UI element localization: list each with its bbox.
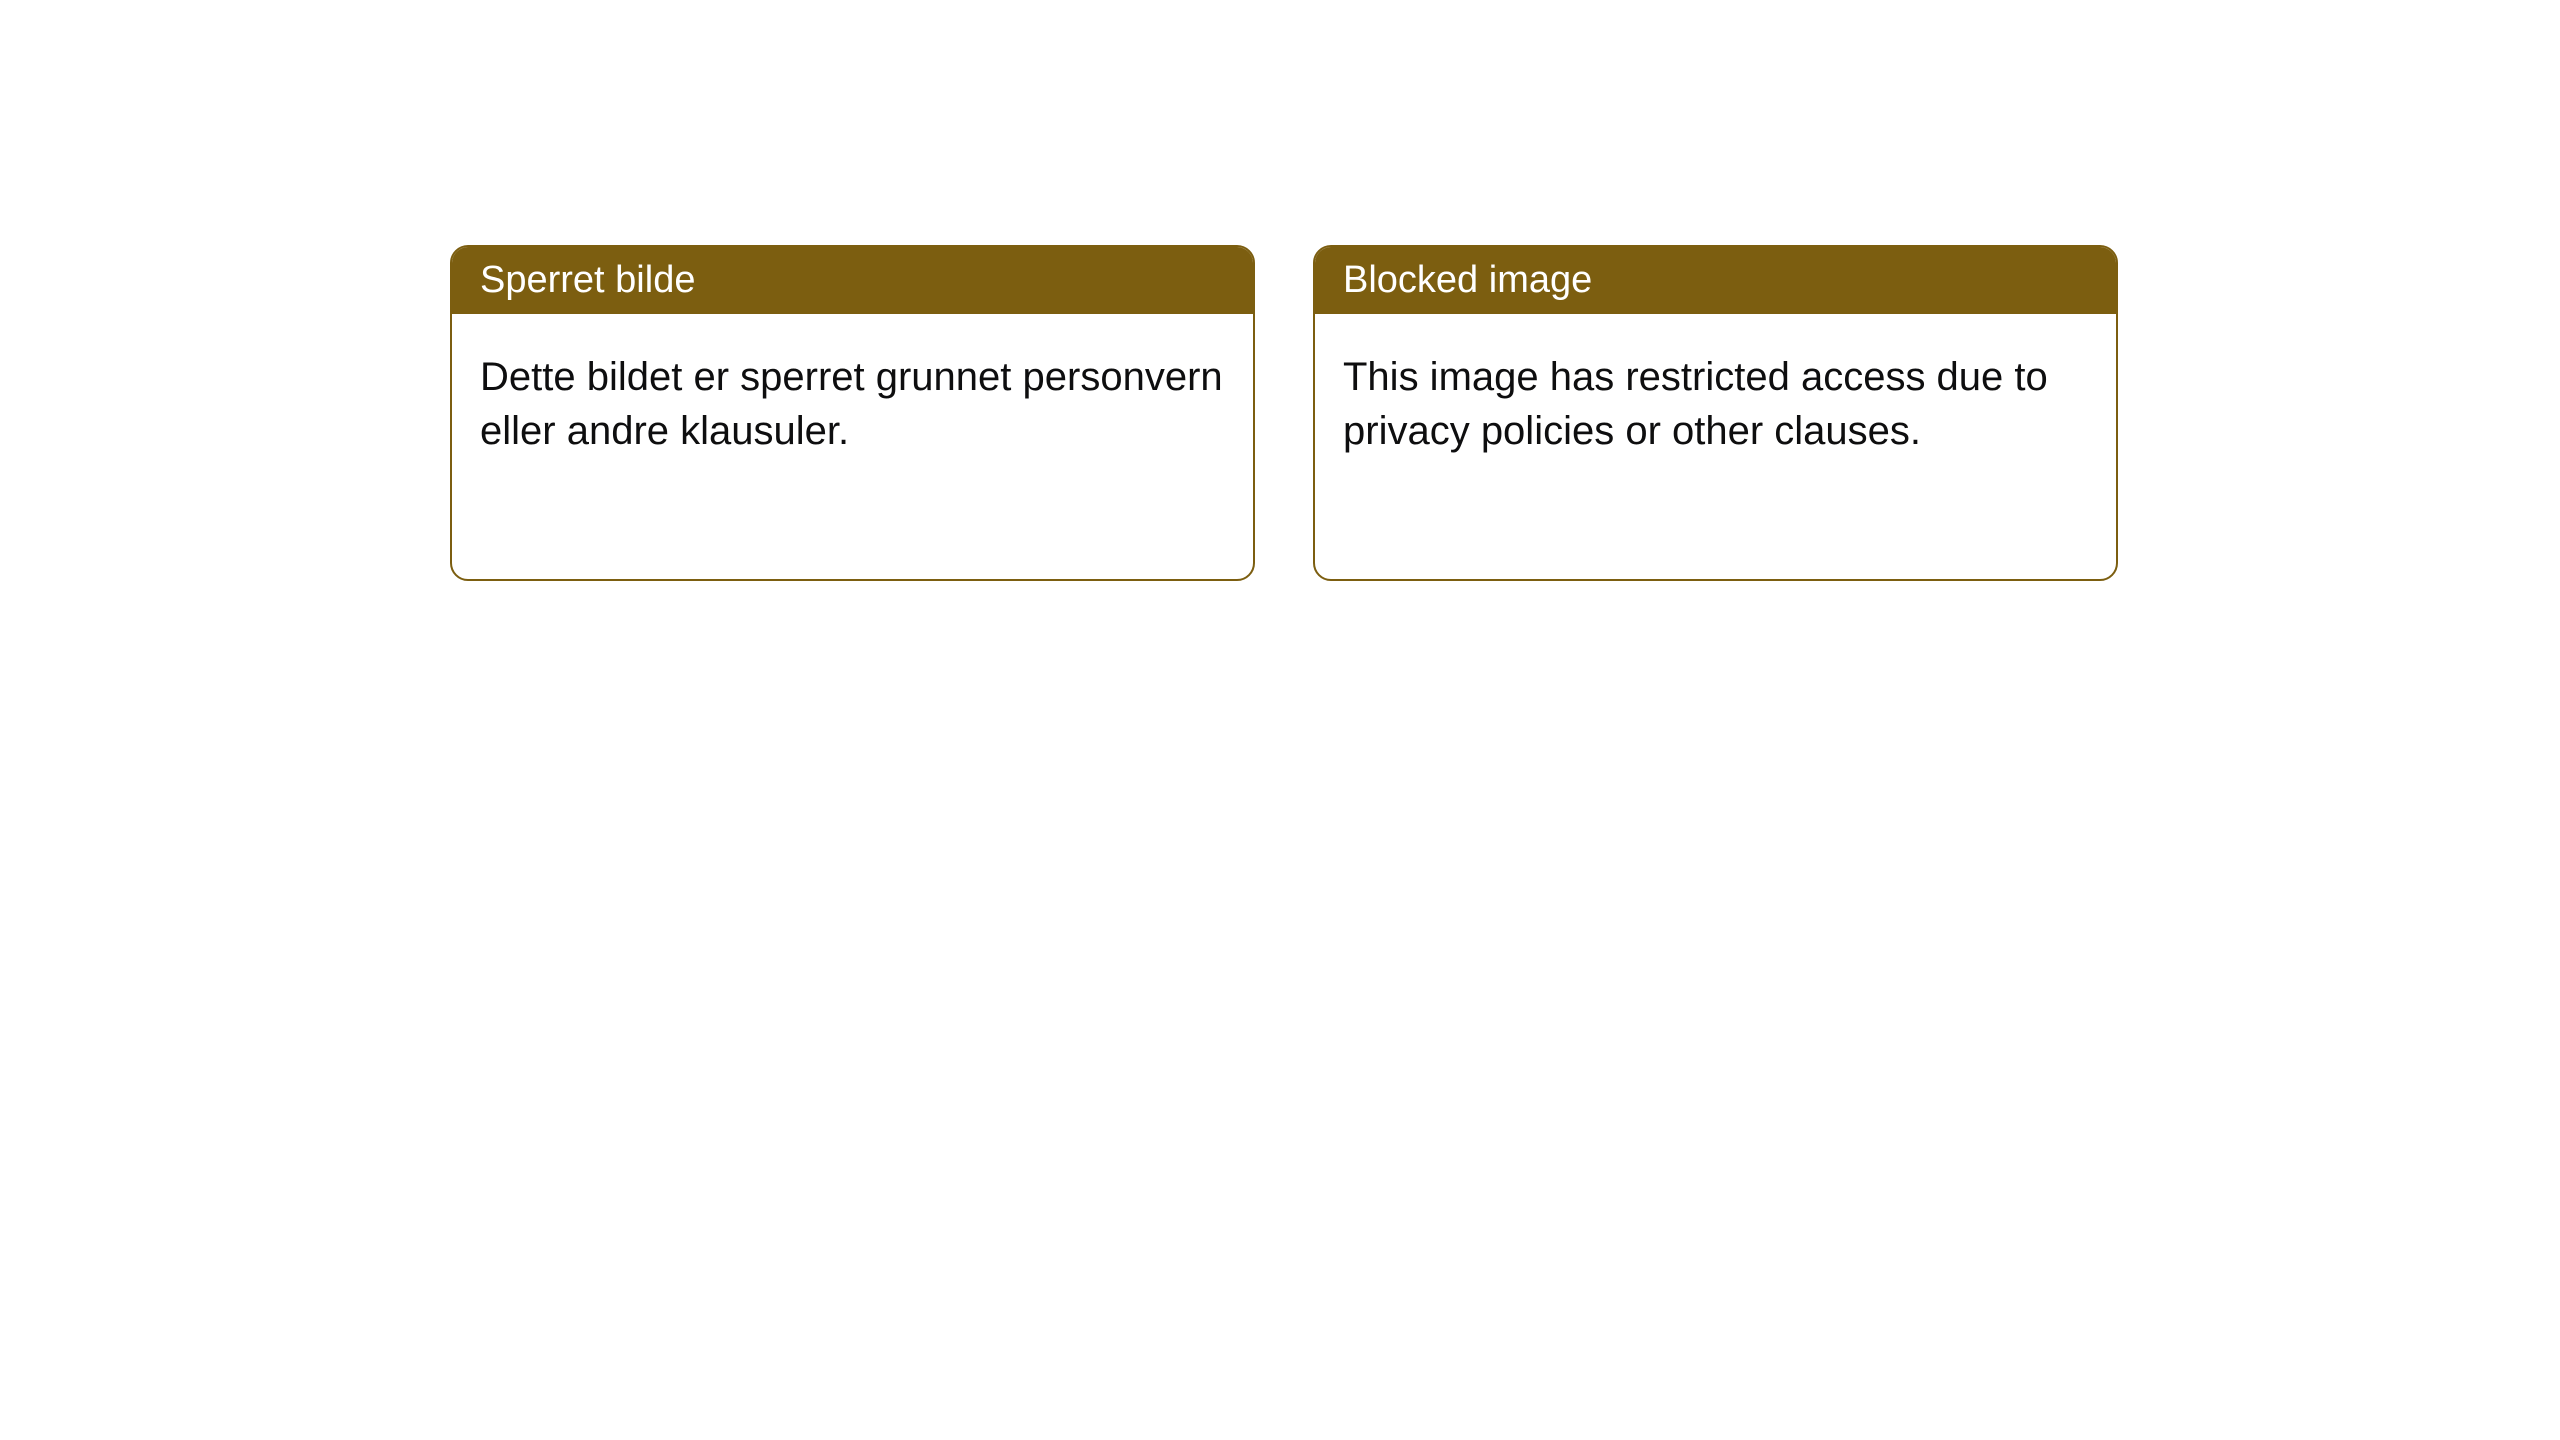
notice-card-english: Blocked image This image has restricted … [1313, 245, 2118, 581]
notice-body: This image has restricted access due to … [1315, 314, 2116, 494]
notice-header: Blocked image [1315, 247, 2116, 314]
notice-container: Sperret bilde Dette bildet er sperret gr… [450, 245, 2118, 581]
notice-card-norwegian: Sperret bilde Dette bildet er sperret gr… [450, 245, 1255, 581]
notice-body: Dette bildet er sperret grunnet personve… [452, 314, 1253, 494]
notice-header: Sperret bilde [452, 247, 1253, 314]
